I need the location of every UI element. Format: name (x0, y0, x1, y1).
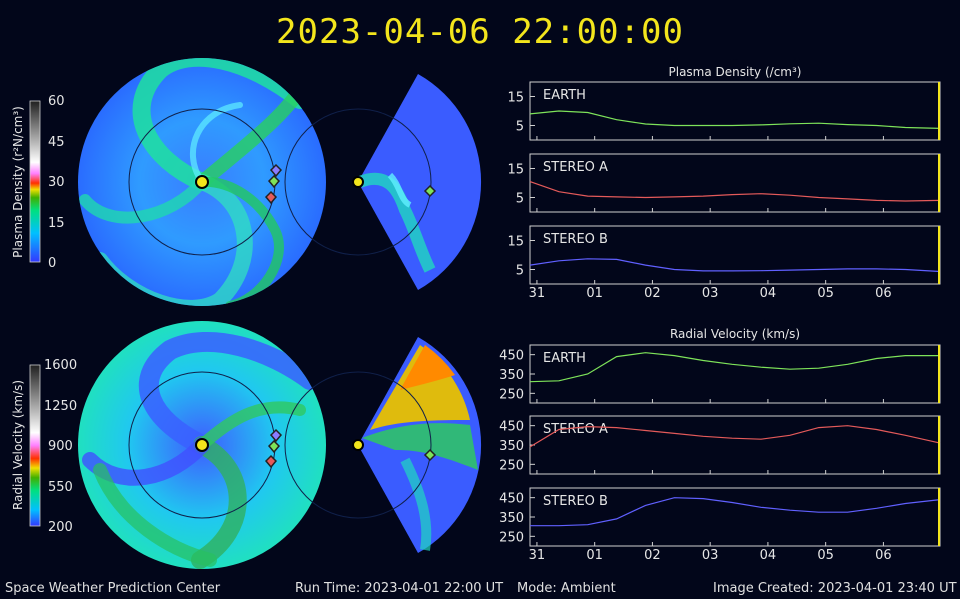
y-tick-label: 15 (507, 235, 524, 250)
timeseries-chart-1: Radial Velocity (km/s) 450 350 250 EARTH 450 3… (499, 327, 941, 563)
x-tick-label: 06 (875, 548, 892, 563)
footer-org: Space Weather Prediction Center (5, 581, 221, 596)
y-tick-label: 250 (499, 458, 524, 473)
colorbar-tick: 60 (48, 94, 65, 109)
velocity-meridional-wedge (284, 337, 482, 553)
series-line (529, 352, 940, 383)
series-line (530, 497, 941, 527)
panel-frame (529, 81, 941, 141)
y-tick-label: 450 (499, 420, 524, 435)
velocity-colorbar: Radial Velocity (km/s) 1600 1250 900 550… (11, 358, 77, 535)
panel-label: EARTH (543, 88, 586, 103)
x-tick-label: 04 (760, 548, 777, 563)
panel-stereo-b: 15 5 STEREO B (507, 225, 941, 285)
y-tick-label: 350 (499, 511, 524, 526)
y-tick-label: 350 (499, 368, 524, 383)
panel-label: STEREO B (543, 232, 608, 247)
footer-run-time: Run Time: 2023-04-01 22:00 UT (295, 581, 504, 596)
y-tick-label: 15 (507, 163, 524, 178)
panel-label: STEREO A (543, 422, 608, 437)
density-colorbar-label: Plasma Density (r²N/cm³) (11, 106, 25, 258)
colorbar-tick: 30 (48, 175, 65, 190)
x-tick-label: 03 (702, 286, 719, 301)
velocity-sun-marker (195, 438, 209, 452)
colorbar-tick: 1250 (44, 399, 77, 414)
y-tick-label: 350 (499, 439, 524, 454)
x-tick-label: 31 (529, 548, 546, 563)
series-line (529, 258, 941, 273)
velocity-spacecraft-markers (264, 428, 283, 469)
y-tick-label: 250 (499, 387, 524, 402)
panel-label: STEREO A (543, 160, 608, 175)
panel-frame (529, 344, 941, 404)
y-tick-label: 250 (499, 530, 524, 545)
x-tick-label: 01 (586, 286, 603, 301)
colorbar-tick: 15 (48, 216, 65, 231)
density-sun-marker (195, 175, 209, 189)
density-colorbar: Plasma Density (r²N/cm³) 60 45 30 15 0 (11, 94, 65, 271)
x-tick-label: 01 (586, 548, 603, 563)
colorbar-tick: 900 (48, 439, 73, 454)
x-tick-label: 05 (817, 548, 834, 563)
colorbar-tick: 1600 (44, 358, 77, 373)
timeseries-panels: Plasma Density (/cm³) 15 5 EARTH 15 5 STEREO A… (499, 65, 941, 563)
x-tick-label: 02 (644, 548, 661, 563)
panel-earth: 15 5 EARTH (507, 81, 941, 141)
colorbar-tick: 45 (48, 135, 65, 150)
timestamp-title: 2023-04-06 22:00:00 (276, 12, 684, 52)
y-tick-label: 5 (516, 264, 524, 279)
density-spacecraft-markers (264, 163, 283, 205)
x-tick-label: 04 (760, 286, 777, 301)
x-tick-label: 05 (817, 286, 834, 301)
colorbar-tick: 0 (48, 256, 56, 271)
series-line (529, 425, 941, 448)
y-tick-label: 5 (516, 192, 524, 207)
chart-title: Radial Velocity (km/s) (670, 327, 800, 341)
footer-mode: Mode: Ambient (517, 581, 616, 596)
series-line (529, 110, 941, 129)
panel-label: STEREO B (543, 494, 608, 509)
colorbar-tick: 550 (48, 480, 73, 495)
x-tick-label: 02 (644, 286, 661, 301)
colorbar-tick: 200 (48, 520, 73, 535)
panel-stereo-a: 450 350 250 STEREO A (499, 415, 941, 475)
series-line (529, 181, 941, 202)
panel-earth: 450 350 250 EARTH (499, 344, 941, 404)
y-tick-label: 450 (499, 492, 524, 507)
chart-title: Plasma Density (/cm³) (669, 65, 802, 79)
x-tick-label: 31 (529, 286, 546, 301)
y-tick-label: 450 (499, 349, 524, 364)
panel-stereo-b: 450 350 250 STEREO B (499, 487, 941, 547)
density-meridional-wedge (284, 74, 482, 290)
y-tick-label: 15 (507, 91, 524, 106)
panel-stereo-a: 15 5 STEREO A (507, 153, 941, 213)
footer-image-created: Image Created: 2023-04-01 23:40 UT (713, 581, 957, 596)
velocity-colorbar-label: Radial Velocity (km/s) (11, 380, 25, 510)
x-tick-label: 03 (702, 548, 719, 563)
panel-label: EARTH (543, 351, 586, 366)
y-tick-label: 5 (516, 120, 524, 135)
x-tick-label: 06 (875, 286, 892, 301)
timeseries-chart-0: Plasma Density (/cm³) 15 5 EARTH 15 5 STEREO A… (507, 65, 941, 301)
